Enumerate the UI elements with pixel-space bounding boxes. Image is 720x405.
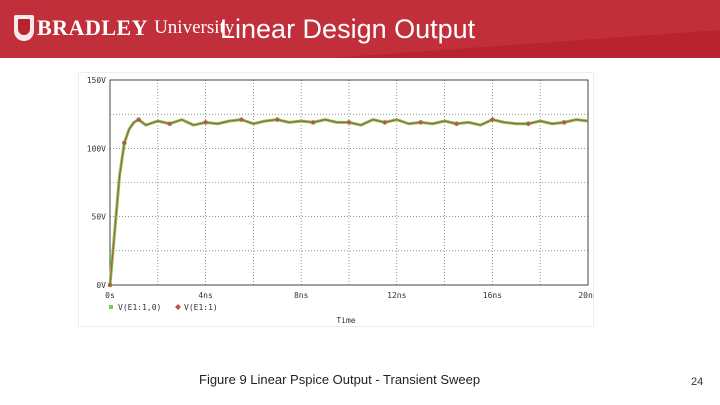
- series-2-point: [274, 117, 280, 123]
- series-2-point: [454, 121, 460, 127]
- header-background: [0, 0, 720, 58]
- page-title: Linear Design Output: [220, 14, 476, 44]
- series-2-point: [525, 121, 531, 127]
- x-axis-label: Time: [336, 316, 355, 325]
- series-2-point: [489, 117, 495, 123]
- shield-icon: [14, 15, 34, 41]
- bradley-logo: BRADLEY University: [14, 14, 234, 42]
- transient-sweep-chart: 0V 50V 100V 150V 0s 4ns 8ns 12ns 16ns 20ns V(E1:…: [78, 72, 594, 327]
- chart-grid: [110, 80, 588, 285]
- y-tick-label: 50V: [92, 213, 107, 222]
- page-number: 24: [691, 376, 704, 388]
- legend-marker-square: [109, 305, 113, 309]
- series-2-point: [238, 117, 244, 123]
- y-tick-label: 0V: [96, 281, 106, 290]
- series-2-point: [107, 282, 113, 288]
- series-2-point: [121, 140, 127, 146]
- series-2-point: [382, 119, 388, 125]
- series-line-2: [109, 119, 589, 286]
- figure-caption: Figure 9 Linear Pspice Output - Transien…: [199, 372, 481, 387]
- series-2-point: [310, 119, 316, 125]
- series-2-point: [418, 119, 424, 125]
- x-tick-label: 4ns: [198, 291, 213, 300]
- series-2-point: [561, 119, 567, 125]
- y-tick-label: 150V: [87, 76, 106, 85]
- x-tick-label: 0s: [105, 291, 115, 300]
- x-tick-label: 12ns: [387, 291, 406, 300]
- series-layer: [107, 117, 589, 288]
- x-tick-label: 8ns: [294, 291, 309, 300]
- legend-marker-diamond: [175, 304, 181, 310]
- chart-background: [78, 72, 594, 327]
- header-band: BRADLEY University Linear Design Output: [0, 0, 720, 58]
- logo-university: University: [154, 17, 235, 38]
- series-2-point: [346, 119, 352, 125]
- legend: V(E1:1,0) V(E1:1): [109, 303, 218, 312]
- y-tick-label: 100V: [87, 144, 106, 153]
- legend-label-series-1: V(E1:1,0): [118, 303, 161, 312]
- x-tick-labels: 0s 4ns 8ns 12ns 16ns 20ns: [105, 291, 594, 300]
- plot-frame: [109, 79, 589, 286]
- legend-label-series-2: V(E1:1): [184, 303, 218, 312]
- series-2-point: [136, 117, 142, 123]
- series-2-point: [167, 121, 173, 127]
- x-tick-label: 16ns: [483, 291, 502, 300]
- y-tick-labels: 0V 50V 100V 150V: [87, 76, 106, 290]
- x-tick-label: 20ns: [578, 291, 594, 300]
- series-2-point: [203, 119, 209, 125]
- logo-brand: BRADLEY: [37, 15, 149, 40]
